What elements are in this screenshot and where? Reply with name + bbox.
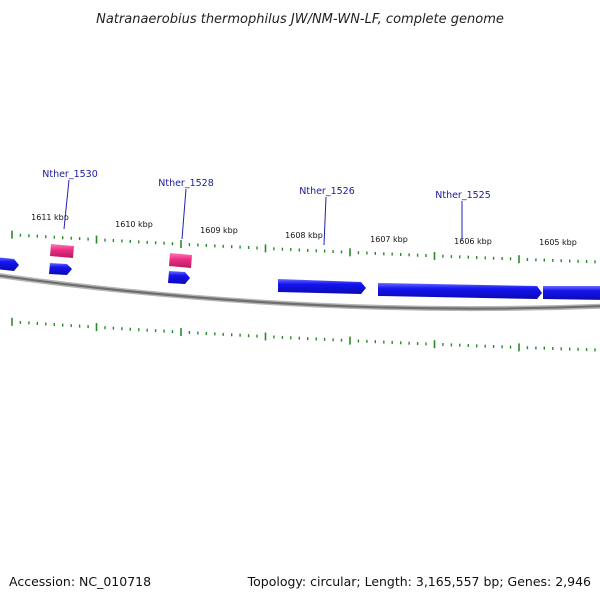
cds-arrow-right-edge[interactable]	[543, 286, 600, 300]
cds-arrow-1[interactable]	[49, 263, 72, 275]
scale-label-1610: 1610 kbp	[115, 220, 153, 229]
scale-labels: 1611 kbp 1610 kbp 1609 kbp 1608 kbp 1607…	[31, 213, 577, 247]
genome-backbone	[0, 274, 600, 310]
scale-label-1605: 1605 kbp	[539, 238, 577, 247]
cds-arrow-edge[interactable]	[0, 257, 19, 271]
gene-label-nther-1530[interactable]: Nther_1530	[42, 169, 98, 180]
gene-features	[0, 244, 600, 300]
scale-label-1608: 1608 kbp	[285, 231, 323, 240]
map-title: Natranaerobius thermophilus JW/NM-WN-LF,…	[96, 12, 504, 27]
scale-label-1606: 1606 kbp	[454, 237, 492, 246]
topology-summary: Topology: circular; Length: 3,165,557 bp…	[247, 574, 591, 589]
accession-text: Accession: NC_010718	[9, 574, 151, 589]
gene-labels: Nther_1530 Nther_1528 Nther_1526 Nther_1…	[42, 169, 491, 201]
gene-label-nther-1526[interactable]: Nther_1526	[299, 186, 355, 197]
cds-arrow-2[interactable]	[168, 271, 190, 284]
scale-label-1609: 1609 kbp	[200, 226, 238, 235]
cds-arrow-nther-1526[interactable]	[278, 279, 366, 294]
rna-feature-nther-1528[interactable]	[169, 253, 192, 268]
scale-label-1607: 1607 kbp	[370, 235, 408, 244]
lower-tick-track	[11, 317, 596, 352]
rna-feature-nther-1530[interactable]	[50, 244, 74, 258]
label-connectors	[63, 179, 463, 246]
gene-label-nther-1525[interactable]: Nther_1525	[435, 190, 491, 201]
gene-label-nther-1528[interactable]: Nther_1528	[158, 178, 214, 189]
scale-label-1611: 1611 kbp	[31, 213, 69, 222]
upper-tick-track	[11, 230, 596, 264]
cds-arrow-nther-1525[interactable]	[378, 283, 542, 299]
